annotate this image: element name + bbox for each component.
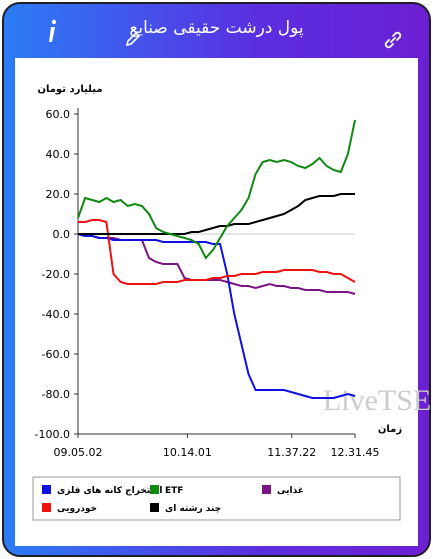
link-icon[interactable] [383,30,403,50]
x-tick-label: 11.37.22 [267,446,316,459]
series-line [77,119,356,260]
y-tick-label: -80.0 [42,388,70,401]
edit-icon[interactable] [124,30,142,48]
y-tick-label: 0.0 [53,228,71,241]
series-line [78,219,356,285]
legend-label: خودرویی [57,504,97,514]
header-title: پول درشت حقیقی صنایع [129,18,304,38]
legend-swatch [150,485,159,494]
legend-label: غذایی [277,486,304,496]
legend-swatch [262,485,271,494]
legend-box [32,476,401,521]
y-tick-label: -60.0 [42,348,70,361]
legend-label: ETF [165,486,183,496]
legend-swatch [42,485,51,494]
y-tick-label: -40.0 [42,308,70,321]
x-axis-label: زمان [378,424,402,435]
legend-label: چند رشته ای [165,504,221,514]
y-tick-label: 20.0 [46,188,71,201]
legend-label: استخراج کانه های فلزی [57,486,162,496]
y-axis-label: میلیارد تومان [37,84,102,95]
x-tick-label: 09.05.02 [54,446,103,459]
info-icon[interactable] [40,16,80,46]
y-tick-label: -100.0 [35,428,70,441]
series-line [77,233,356,399]
y-tick-label: -20.0 [42,268,70,281]
y-tick-label: 60.0 [46,108,71,121]
legend-swatch [42,503,51,512]
watermark: LiveTSE.ir [323,384,433,417]
series-line [78,193,355,235]
x-tick-label: 10.14.01 [163,446,212,459]
x-tick-label: 12.31.45 [331,446,380,459]
legend-swatch [150,503,159,512]
y-tick-label: 40.0 [46,148,71,161]
